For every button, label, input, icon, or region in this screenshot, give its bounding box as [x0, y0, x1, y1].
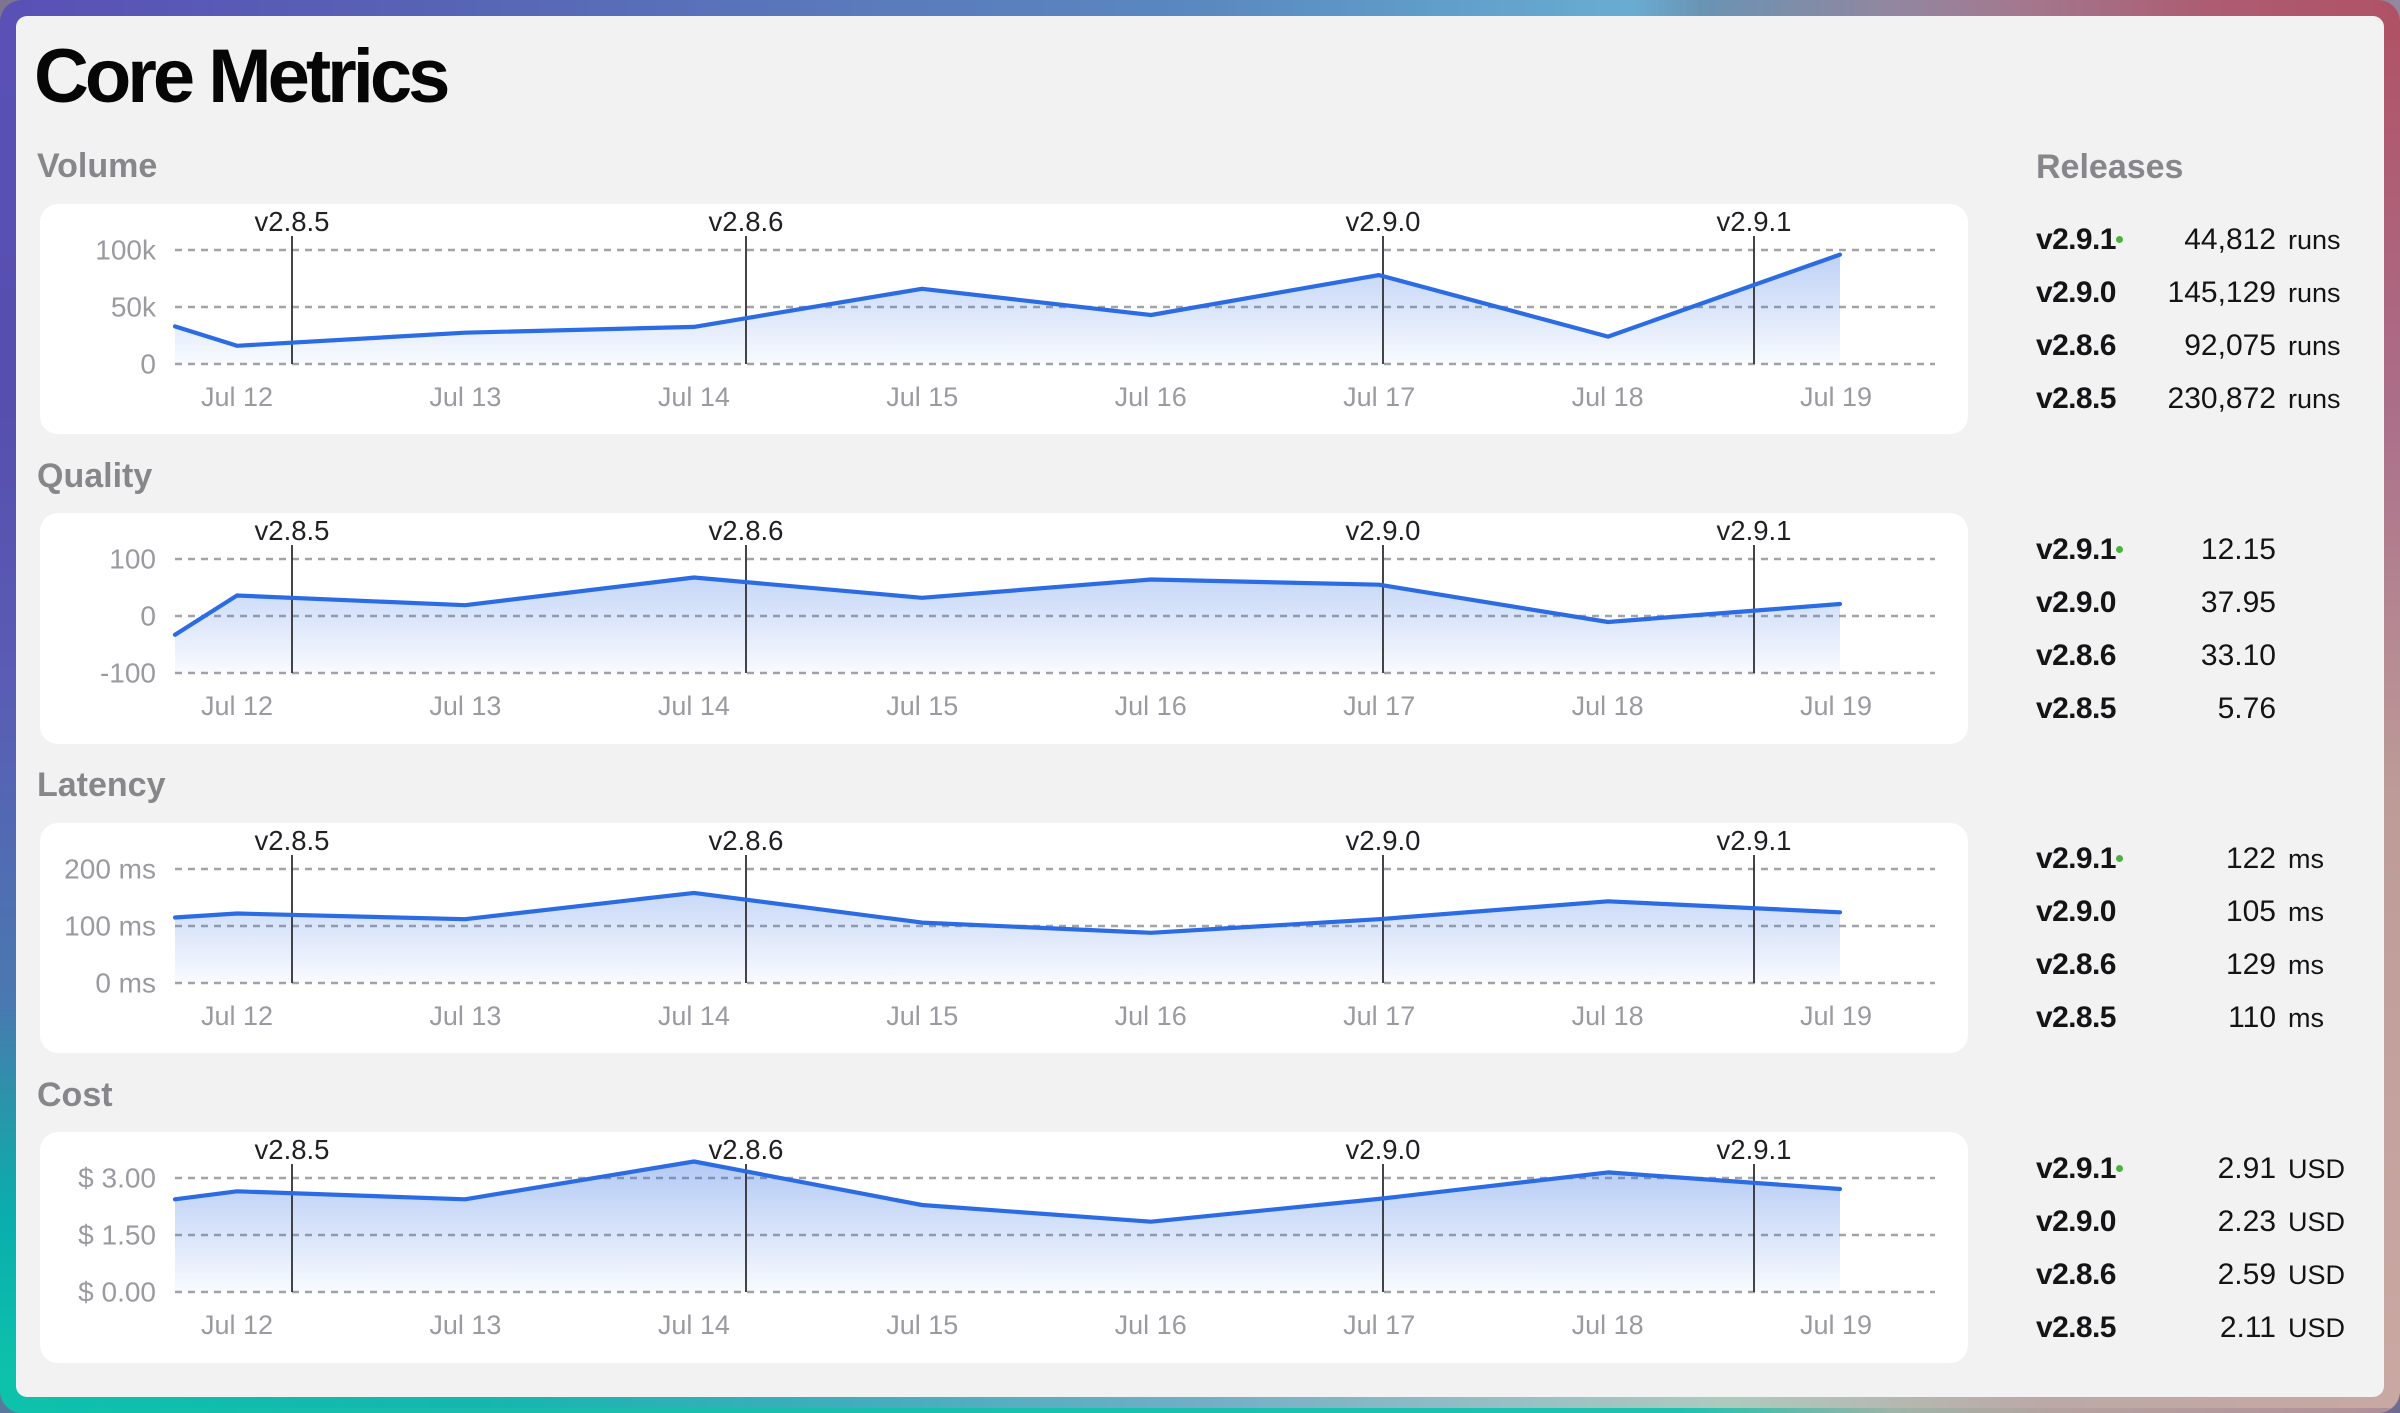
svg-text:$ 3.00: $ 3.00 [78, 1163, 156, 1194]
svg-text:Jul 15: Jul 15 [886, 1310, 958, 1340]
svg-text:Jul 14: Jul 14 [658, 1001, 730, 1031]
svg-text:Jul 19: Jul 19 [1800, 691, 1872, 721]
svg-text:Jul 18: Jul 18 [1572, 691, 1644, 721]
svg-text:Jul 12: Jul 12 [201, 382, 273, 412]
svg-text:Jul 17: Jul 17 [1343, 691, 1415, 721]
svg-text:50k: 50k [111, 291, 157, 322]
svg-text:0 ms: 0 ms [95, 967, 156, 998]
svg-text:200 ms: 200 ms [64, 853, 156, 884]
svg-text:Jul 14: Jul 14 [658, 691, 730, 721]
svg-text:v2.8.6: v2.8.6 [709, 1134, 784, 1165]
svg-text:Jul 14: Jul 14 [658, 382, 730, 412]
svg-text:Jul 16: Jul 16 [1115, 382, 1187, 412]
svg-text:Jul 19: Jul 19 [1800, 1001, 1872, 1031]
svg-text:0: 0 [140, 601, 156, 632]
svg-text:v2.8.6: v2.8.6 [709, 515, 784, 546]
svg-text:100 ms: 100 ms [64, 910, 156, 941]
svg-text:v2.8.5: v2.8.5 [255, 825, 330, 856]
svg-text:$ 1.50: $ 1.50 [78, 1220, 156, 1251]
svg-text:Jul 14: Jul 14 [658, 1310, 730, 1340]
svg-text:Jul 16: Jul 16 [1115, 1310, 1187, 1340]
svg-text:Jul 17: Jul 17 [1343, 1310, 1415, 1340]
svg-text:Jul 12: Jul 12 [201, 1001, 273, 1031]
svg-text:v2.8.5: v2.8.5 [255, 206, 330, 237]
svg-text:Jul 15: Jul 15 [886, 1001, 958, 1031]
svg-text:v2.9.0: v2.9.0 [1346, 1134, 1421, 1165]
svg-text:Jul 13: Jul 13 [429, 691, 501, 721]
svg-text:v2.9.0: v2.9.0 [1346, 206, 1421, 237]
svg-text:v2.9.1: v2.9.1 [1717, 825, 1792, 856]
svg-text:Jul 16: Jul 16 [1115, 1001, 1187, 1031]
svg-text:Jul 15: Jul 15 [886, 382, 958, 412]
svg-text:Jul 12: Jul 12 [201, 691, 273, 721]
svg-text:v2.8.6: v2.8.6 [709, 825, 784, 856]
svg-text:Jul 19: Jul 19 [1800, 1310, 1872, 1340]
svg-text:Jul 17: Jul 17 [1343, 1001, 1415, 1031]
svg-text:v2.8.5: v2.8.5 [255, 1134, 330, 1165]
svg-text:v2.8.5: v2.8.5 [255, 515, 330, 546]
svg-text:v2.9.0: v2.9.0 [1346, 515, 1421, 546]
svg-text:v2.8.6: v2.8.6 [709, 206, 784, 237]
svg-text:100k: 100k [95, 234, 157, 265]
svg-text:0: 0 [140, 348, 156, 379]
svg-text:$ 0.00: $ 0.00 [78, 1277, 156, 1308]
svg-text:Jul 18: Jul 18 [1572, 382, 1644, 412]
svg-text:100: 100 [109, 544, 156, 575]
svg-text:Jul 12: Jul 12 [201, 1310, 273, 1340]
svg-text:v2.9.1: v2.9.1 [1717, 515, 1792, 546]
svg-text:Jul 15: Jul 15 [886, 691, 958, 721]
svg-text:Jul 13: Jul 13 [429, 1310, 501, 1340]
svg-text:-100: -100 [100, 658, 156, 689]
svg-text:Jul 18: Jul 18 [1572, 1001, 1644, 1031]
svg-text:v2.9.1: v2.9.1 [1717, 1134, 1792, 1165]
svg-text:Jul 17: Jul 17 [1343, 382, 1415, 412]
svg-text:Jul 13: Jul 13 [429, 1001, 501, 1031]
svg-text:v2.9.0: v2.9.0 [1346, 825, 1421, 856]
svg-text:Jul 19: Jul 19 [1800, 382, 1872, 412]
svg-text:Jul 13: Jul 13 [429, 382, 501, 412]
svg-text:v2.9.1: v2.9.1 [1717, 206, 1792, 237]
svg-text:Jul 16: Jul 16 [1115, 691, 1187, 721]
svg-text:Jul 18: Jul 18 [1572, 1310, 1644, 1340]
